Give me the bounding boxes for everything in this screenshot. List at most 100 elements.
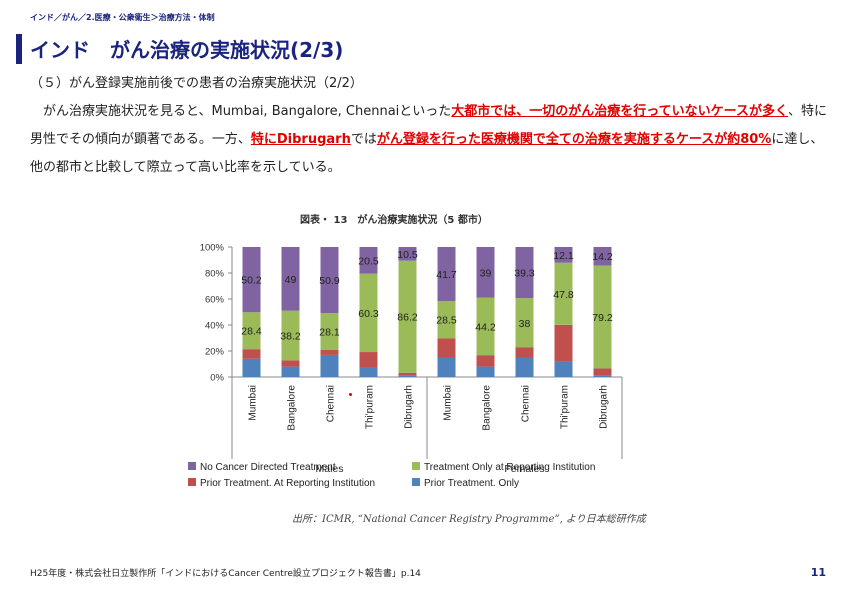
highlighted-text: 特にDibrugarh	[250, 132, 351, 147]
bar-segment	[554, 262, 573, 325]
data-label: 38	[519, 318, 531, 330]
red-dot-mark	[349, 393, 352, 396]
bar-segment	[515, 247, 534, 299]
bar-segment	[437, 247, 456, 302]
bar-segment	[476, 355, 495, 367]
legend-label: Prior Treatment. At Reporting Institutio…	[200, 478, 375, 489]
y-tick-label: 0%	[210, 373, 224, 384]
legend-label: No Cancer Directed Treatment	[200, 462, 336, 473]
bar-segment	[320, 313, 339, 350]
category-label: Thi'puram	[365, 385, 376, 429]
bar-segment	[242, 312, 261, 350]
bar-segment	[320, 349, 339, 355]
y-tick-label: 60%	[205, 295, 225, 306]
data-label: 39.3	[514, 268, 535, 280]
category-label: Thi'puram	[560, 385, 571, 429]
group-label: Males	[315, 463, 343, 475]
paragraph-text: がん治療実施状況を見ると、Mumbai, Bangalore, Chennaiと…	[30, 104, 452, 119]
data-label: 28.1	[319, 326, 340, 338]
category-label: Bangalore	[482, 385, 493, 431]
bar-segment	[554, 324, 573, 362]
bar-segment	[281, 310, 300, 361]
bar-segment	[359, 367, 378, 377]
y-tick-label: 80%	[205, 269, 225, 280]
data-label: 28.5	[436, 315, 457, 327]
category-label: Mumbai	[248, 385, 259, 421]
stacked-bar-chart: 0% 20% 40% 60% 80% 100% 28.4 50.2 Mumbai 38.2 49 Ba…	[180, 232, 640, 502]
legend-label: Prior Treatment. Only	[424, 478, 519, 489]
title-accent-bar	[16, 34, 22, 64]
bar-segment	[398, 260, 417, 373]
group-label: Females	[504, 463, 544, 475]
highlighted-text: 大都市では、一切のがん治療を行っていないケースが多く	[451, 104, 788, 119]
category-label: Mumbai	[443, 385, 454, 421]
bar-segment	[320, 247, 339, 314]
y-tick-label: 20%	[205, 347, 225, 358]
bar-segment	[242, 349, 261, 359]
paragraph-text: 、特に男性でその傾向が顕著である。一方、	[30, 104, 828, 147]
data-label: 79.2	[592, 312, 613, 324]
category-label: Chennai	[326, 385, 337, 422]
data-label: 20.5	[358, 255, 379, 267]
breadcrumb: インド／がん／2.医療・公衆衛生＞治療方法・体制	[30, 13, 215, 22]
y-tick-label: 100%	[200, 243, 225, 254]
legend-swatch	[188, 478, 196, 486]
data-label: 50.2	[241, 275, 262, 287]
legend-label: Treatment Only at Reporting Institution	[424, 462, 595, 473]
bar-segment	[476, 247, 495, 298]
data-label: 86.2	[397, 312, 418, 324]
bar-segment	[398, 247, 417, 261]
bar-segment	[593, 375, 612, 377]
bar-segment	[320, 354, 339, 377]
body-paragraph: がん治療実施状況を見ると、Mumbai, Bangalore, Chennaiと…	[30, 98, 830, 182]
paragraph-text: では	[350, 132, 377, 147]
source-note: 出所：ICMR, “National Cancer Registry Progr…	[292, 514, 646, 525]
page-number: 11	[810, 566, 826, 579]
data-label: 41.7	[436, 269, 457, 281]
highlighted-text: がん登録を行った医療機関で全ての治療を実施するケースが約80%	[376, 132, 772, 147]
bar-segment	[476, 297, 495, 356]
bar-segment	[281, 247, 300, 311]
bar-segment	[554, 361, 573, 377]
category-label: Dibrugarh	[404, 385, 415, 429]
bar-segment	[593, 247, 612, 266]
chart-title: 図表・ 13 がん治療実施状況（5 都市）	[300, 215, 488, 226]
data-label: 60.3	[358, 308, 379, 320]
bar-segment	[281, 366, 300, 377]
legend-swatch	[412, 478, 420, 486]
bar-segment	[515, 347, 534, 358]
data-label: 50.9	[319, 275, 340, 287]
data-label: 44.2	[475, 321, 496, 333]
bar-segment	[437, 357, 456, 377]
bar-segment	[593, 368, 612, 376]
bar-segment	[593, 265, 612, 369]
paragraph-text: に達し、他の都市と比較して際立って高い比率を示している。	[30, 132, 824, 175]
data-label: 38.2	[280, 331, 301, 343]
category-label: Bangalore	[287, 385, 298, 431]
bar-segment	[476, 366, 495, 377]
legend-swatch	[412, 462, 420, 470]
bar-segment	[554, 247, 573, 263]
bar-segment	[398, 372, 417, 376]
data-label: 47.8	[553, 289, 574, 301]
page-title: インド がん治療の実施状況(2/3)	[30, 38, 344, 62]
bar-segment	[437, 301, 456, 339]
data-label: 39	[480, 267, 492, 279]
section-subheading: （５）がん登録実施前後での患者の治療実施状況（2/2）	[30, 76, 363, 91]
bar-segment	[437, 338, 456, 358]
bar-segment	[242, 358, 261, 377]
bar-segment	[281, 360, 300, 367]
bar-segment	[515, 298, 534, 348]
data-label: 12.1	[553, 250, 574, 262]
data-label: 49	[285, 274, 297, 286]
bar-segment	[359, 273, 378, 353]
data-label: 10.5	[397, 249, 418, 261]
bar-segment	[359, 247, 378, 274]
category-label: Dibrugarh	[599, 385, 610, 429]
y-tick-label: 40%	[205, 321, 225, 332]
category-label: Chennai	[521, 385, 532, 422]
bar-segment	[398, 375, 417, 377]
bar-segment	[242, 247, 261, 313]
data-label: 28.4	[241, 326, 262, 338]
bar-segment	[359, 352, 378, 368]
